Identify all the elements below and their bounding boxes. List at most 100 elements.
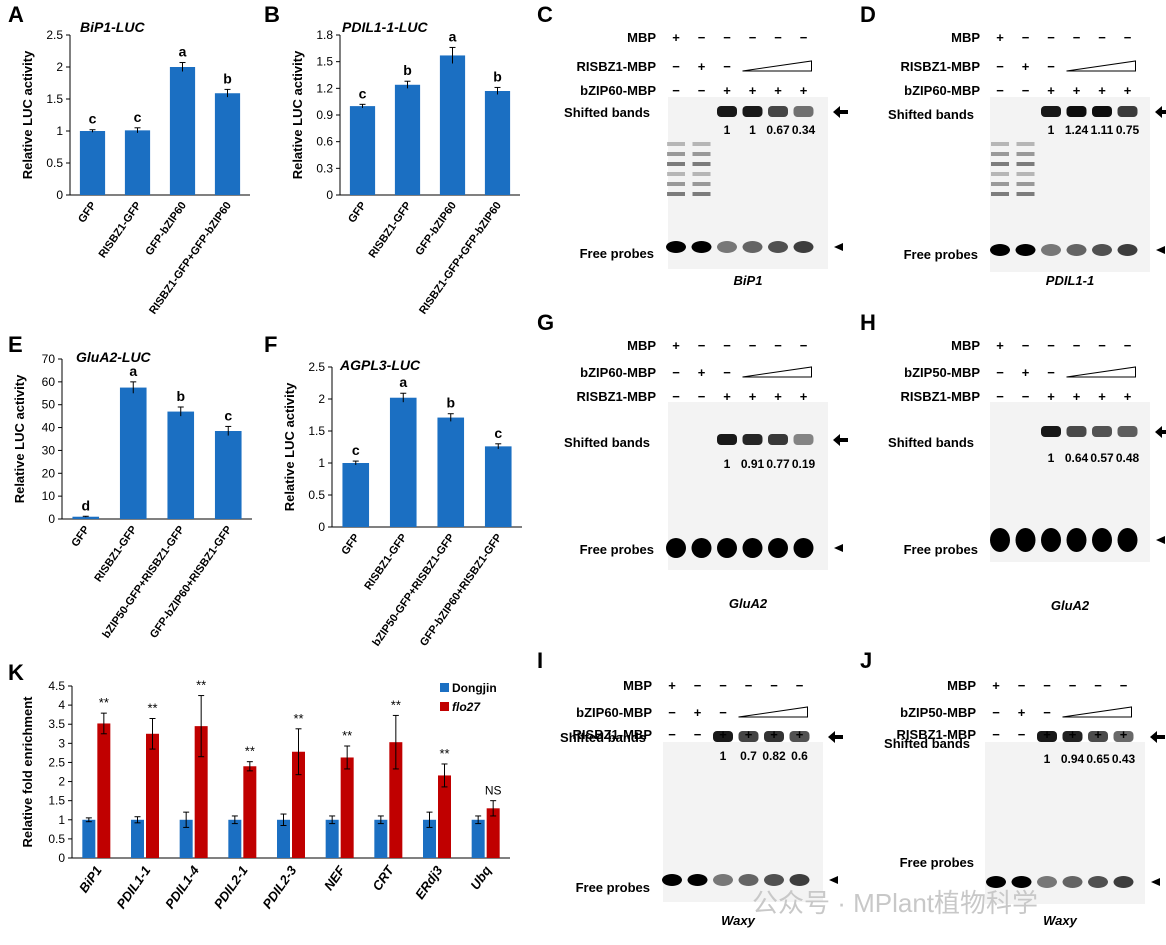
emsa-lane-symbol: − [745,678,753,693]
bar [169,67,196,195]
emsa-lane-symbol: − [996,365,1004,380]
bar [394,84,421,195]
x-category-label: RISBZ1-GFP [367,200,414,260]
emsa-lane-symbol: − [1018,678,1026,693]
significance-letter: b [493,68,502,84]
band-quantification: 1 [720,749,727,763]
band-quantification: 0.6 [791,749,808,763]
emsa-lane-symbol: + [1098,83,1106,98]
free-probe-band [713,874,733,886]
x-category-label: PDIL1-1 [113,863,153,911]
emsa-lane-symbol: + [723,83,731,98]
bar-flo27 [486,808,500,858]
y-axis-label: Relative fold enrichment [20,696,35,848]
emsa-lane-symbol: + [996,30,1004,45]
emsa-lane-symbol: + [774,389,782,404]
significance-mark: ** [293,711,303,726]
nonspecific-band [667,152,685,156]
emsa-lane-symbol: − [1047,30,1055,45]
shifted-bands-label: Shifted bands [888,107,974,122]
y-axis-label: Relative LUC activity [282,382,297,511]
concentration-wedge [742,366,812,378]
emsa-row-label: MBP [627,30,656,45]
bar-flo27 [292,751,305,858]
band-quantification: 0.91 [741,457,765,471]
y-tick-label: 50 [42,398,56,412]
emsa-lane-symbol: − [719,705,727,720]
bar [342,463,370,527]
y-tick-label: 1.2 [316,81,333,95]
emsa-lane-symbol: − [723,59,731,74]
y-tick-label: 0 [58,851,65,865]
emsa-lane-symbol: − [723,30,731,45]
emsa-lane-symbol: − [774,338,782,353]
nonspecific-band [1016,162,1035,166]
legend-label: flo27 [452,700,481,714]
emsa-lane-symbol: + [1022,365,1030,380]
significance-letter: c [224,407,232,423]
emsa-lane-symbol: + [672,30,680,45]
bar-flo27 [146,733,159,858]
nonspecific-band [991,152,1009,156]
emsa-lane-symbol: − [1047,365,1055,380]
free-probe-band [1092,244,1112,256]
y-tick-label: 1.5 [316,55,333,69]
probe-gene-label: Waxy [721,913,755,928]
nonspecific-band [692,172,711,176]
panel-letter-f: F [264,332,277,357]
y-tick-label: 1.8 [316,28,333,42]
emsa-row-label: RISBZ1-MBP [897,727,977,742]
y-axis-label: Relative LUC activity [290,50,305,179]
free-probe-band [666,538,686,558]
free-probe-band [1117,244,1138,256]
y-axis-label: Relative LUC activity [12,374,27,503]
legend-swatch [440,702,449,711]
panel-letter-a: A [8,2,24,27]
free-probe-band [768,241,788,253]
band-quantification: 0.65 [1086,752,1110,766]
bar-panel-f: F AGPL3-LUC 0 0.5 1 1.5 2 2.5 Relative LUC activ… [264,332,522,649]
shifted-band [789,731,810,742]
bar-flo27 [97,723,111,858]
free-probes-label: Free probes [580,542,654,557]
free-probe-arrowhead [1151,878,1160,886]
emsa-lane-symbol: − [1022,83,1030,98]
shifted-band [717,106,737,117]
emsa-lane-symbol: + [1047,389,1055,404]
shifted-bands-label: Shifted bands [564,105,650,120]
emsa-lane-symbol: + [992,678,1000,693]
shifted-band-arrow [1155,106,1166,118]
emsa-lane-symbol: − [992,727,1000,742]
nonspecific-band [692,192,711,196]
y-tick-label: 1.5 [308,424,325,438]
emsa-lane-symbol: + [800,389,808,404]
x-category-label: GFP-bZIP60+RISBZ1-GFP [418,532,505,649]
y-tick-label: 3.5 [48,717,65,731]
nonspecific-band [991,162,1009,166]
nonspecific-band [1016,152,1035,156]
emsa-lane-symbol: − [1047,338,1055,353]
nonspecific-band [1016,142,1035,146]
emsa-lane-symbol: + [698,59,706,74]
emsa-row-label: MBP [951,30,980,45]
emsa-row-label: bZIP60-MBP [904,83,980,98]
significance-mark: ** [439,746,449,761]
significance-letter: a [129,363,137,379]
x-category-label: RISBZ1-GFP [97,200,144,260]
bar-dongjin [179,819,193,858]
x-category-label: PDIL2-3 [259,862,299,911]
emsa-lane-symbol: + [1124,389,1132,404]
nonspecific-band [667,142,685,146]
free-probe-band [793,538,814,558]
significance-mark: ** [342,728,352,743]
significance-letter: a [449,28,457,44]
emsa-row-label: MBP [951,338,980,353]
emsa-lane-symbol: + [774,83,782,98]
nonspecific-band [667,172,685,176]
emsa-lane-symbol: − [1018,727,1026,742]
panel-letter-j: J [860,648,872,673]
shifted-band [768,434,788,445]
y-axis-label: Relative LUC activity [20,50,35,179]
emsa-lane-symbol: − [749,338,757,353]
legend-label: Dongjin [452,681,497,695]
